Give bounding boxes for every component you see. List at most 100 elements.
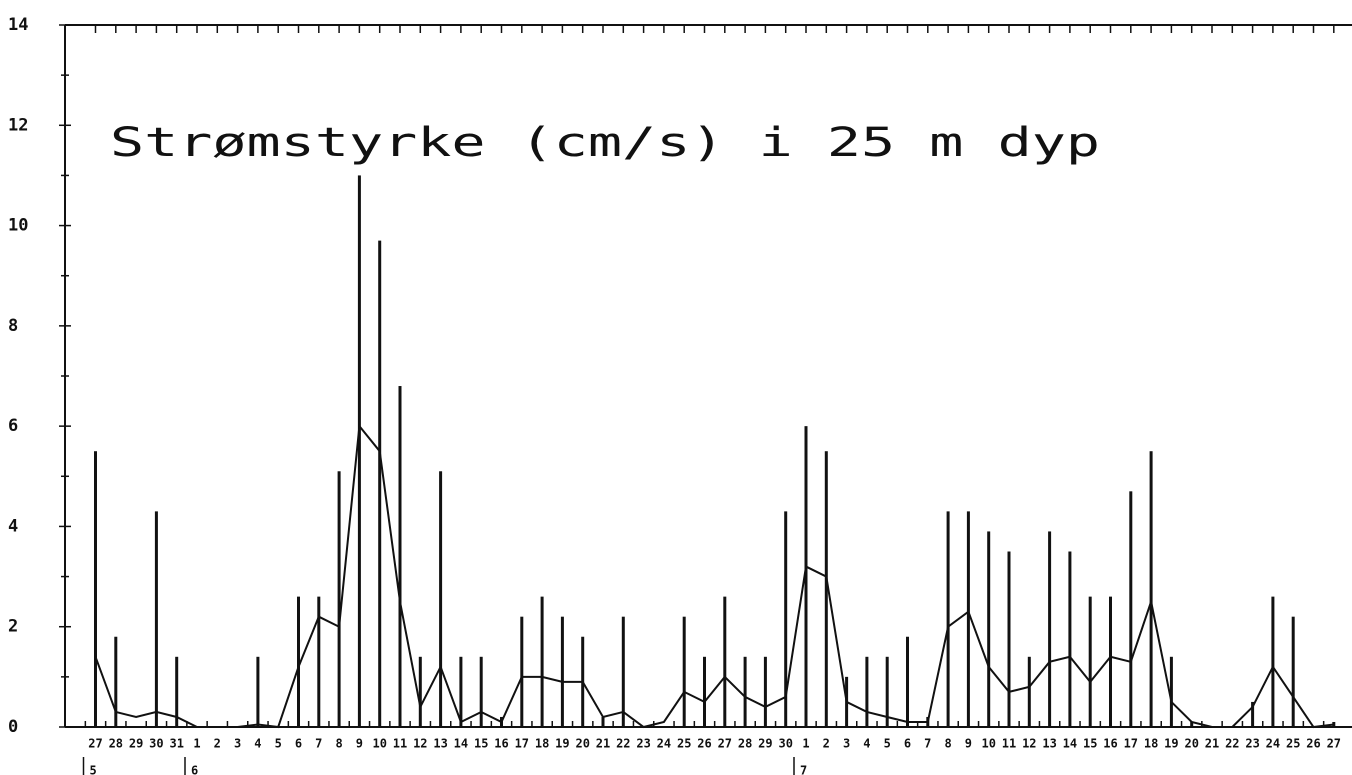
x-tick-label: 3 <box>234 737 241 751</box>
x-tick-label: 15 <box>474 737 488 751</box>
x-tick-label: 6 <box>295 737 302 751</box>
x-tick-label: 19 <box>555 737 569 751</box>
smoothed-line <box>94 423 1334 729</box>
x-tick-label: 2 <box>214 737 221 751</box>
bar <box>378 240 382 727</box>
bar <box>1190 721 1194 727</box>
bar <box>540 596 544 727</box>
bar <box>763 656 767 727</box>
x-tick-label: 29 <box>129 737 143 751</box>
x-tick-label: 8 <box>944 737 951 751</box>
bar <box>297 596 300 727</box>
y-tick-label: 14 <box>8 15 28 35</box>
x-tick-label: 16 <box>494 737 508 751</box>
y-tick-label: 0 <box>8 717 18 737</box>
bar <box>1271 596 1275 727</box>
bar <box>256 656 260 727</box>
bar <box>703 656 706 727</box>
x-tick-label: 29 <box>758 737 772 751</box>
x-tick-label: 22 <box>616 737 630 751</box>
bar <box>337 471 341 727</box>
x-tick-label: 23 <box>1245 737 1259 751</box>
x-tick-label: 18 <box>535 737 549 751</box>
bar <box>966 511 970 727</box>
month-label: 5 <box>90 764 97 775</box>
x-tick-label: 9 <box>965 737 972 751</box>
bar <box>1109 596 1112 727</box>
bar <box>804 426 808 727</box>
x-tick-label: 28 <box>109 737 123 751</box>
bar <box>94 451 97 727</box>
bar <box>946 511 950 727</box>
x-tick-label: 10 <box>981 737 995 751</box>
y-tick-label: 8 <box>8 316 18 336</box>
x-tick-label: 10 <box>372 737 386 751</box>
x-tick-label: 25 <box>1286 737 1300 751</box>
bar <box>357 175 361 727</box>
x-tick-label: 23 <box>636 737 650 751</box>
x-tick-label: 25 <box>677 737 691 751</box>
x-tick-label: 6 <box>904 737 911 751</box>
x-tick-label: 12 <box>413 737 427 751</box>
y-tick-label: 10 <box>8 216 28 236</box>
x-tick-label: 31 <box>169 737 183 751</box>
x-tick-label: 19 <box>1164 737 1178 751</box>
x-tick-label: 27 <box>88 737 102 751</box>
x-tick-label: 20 <box>1184 737 1198 751</box>
bar <box>1027 656 1031 727</box>
x-tick-label: 11 <box>1002 737 1016 751</box>
x-tick-label: 11 <box>393 737 407 751</box>
x-tick-label: 14 <box>454 737 468 751</box>
x-tick-label: 20 <box>575 737 589 751</box>
x-tick-label: 17 <box>515 737 529 751</box>
bar <box>317 596 321 727</box>
bar <box>682 616 686 727</box>
x-tick-label: 17 <box>1124 737 1138 751</box>
bar <box>885 656 889 727</box>
x-tick-label: 4 <box>254 737 261 751</box>
x-tick-label: 26 <box>1306 737 1320 751</box>
x-tick-label: 8 <box>335 737 342 751</box>
x-tick-label: 27 <box>718 737 732 751</box>
bar <box>1149 451 1153 727</box>
x-tick-label: 1 <box>802 737 809 751</box>
bar <box>1088 596 1092 727</box>
bar <box>621 616 625 727</box>
x-tick-label: 21 <box>1205 737 1219 751</box>
x-tick-label: 26 <box>697 737 711 751</box>
x-tick-label: 18 <box>1144 737 1158 751</box>
x-tick-label: 5 <box>275 737 282 751</box>
x-tick-label: 21 <box>596 737 610 751</box>
month-label: 6 <box>191 764 198 775</box>
bar <box>1007 551 1011 727</box>
x-tick-label: 14 <box>1063 737 1077 751</box>
x-tick-label: 22 <box>1225 737 1239 751</box>
x-tick-label: 15 <box>1083 737 1097 751</box>
x-tick-label: 2 <box>823 737 830 751</box>
x-tick-label: 1 <box>193 737 200 751</box>
x-tick-label: 28 <box>738 737 752 751</box>
bar <box>1251 701 1255 727</box>
x-tick-label: 30 <box>149 737 163 751</box>
bar <box>418 656 422 727</box>
x-tick-label: 9 <box>356 737 363 751</box>
bar <box>1129 491 1133 727</box>
bar <box>560 616 564 727</box>
bar <box>865 656 869 727</box>
bar <box>784 511 788 727</box>
bar <box>114 636 118 727</box>
bar <box>398 386 402 727</box>
y-tick-label: 2 <box>8 617 18 637</box>
x-tick-label: 16 <box>1103 737 1117 751</box>
y-tick-label: 12 <box>8 115 28 135</box>
bar <box>520 616 524 727</box>
y-tick-label: 6 <box>8 416 18 436</box>
x-tick-label: 24 <box>1266 737 1280 751</box>
x-tick-label: 13 <box>433 737 447 751</box>
bar <box>439 471 443 727</box>
x-tick-label: 3 <box>843 737 850 751</box>
x-tick-label: 5 <box>884 737 891 751</box>
x-tick-label: 24 <box>657 737 671 751</box>
